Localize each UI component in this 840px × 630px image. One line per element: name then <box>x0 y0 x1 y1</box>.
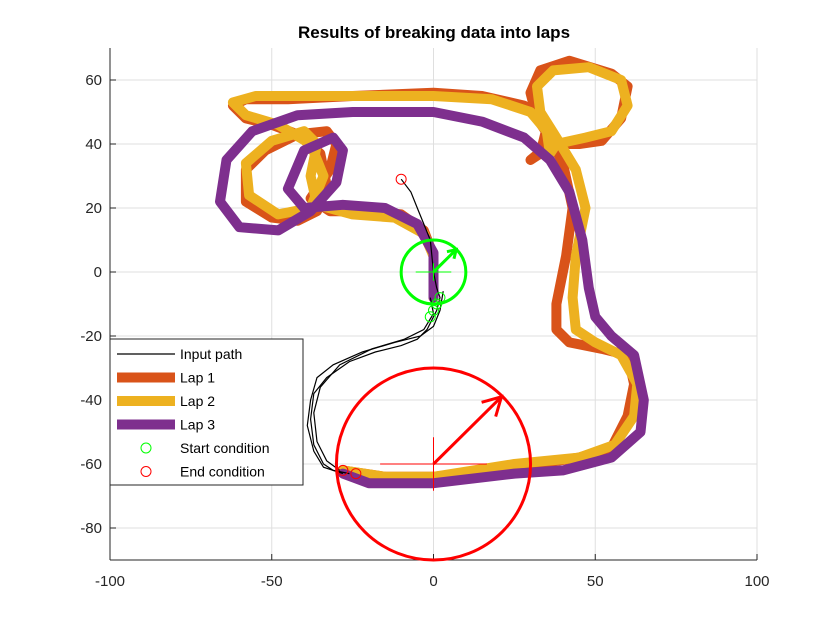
input-path-line <box>309 178 441 475</box>
input-path-series <box>306 178 444 475</box>
radius-arrow-head <box>446 247 459 260</box>
legend-entry-lap-2: Lap 2 <box>117 393 215 409</box>
end-condition-marker <box>350 468 362 480</box>
start-region-annotation <box>399 238 468 306</box>
x-tick-label: 0 <box>429 573 437 590</box>
legend-entry-lap-3: Lap 3 <box>117 417 215 433</box>
legend-label: Lap 3 <box>180 417 215 433</box>
lap-2-series <box>227 62 643 482</box>
x-tick-label: -100 <box>95 573 125 590</box>
y-tick-label: 20 <box>85 200 102 217</box>
legend-entry-lap-1: Lap 1 <box>117 370 215 386</box>
y-tick-label: -20 <box>80 328 102 345</box>
lap-3-line <box>215 107 649 489</box>
legend-swatch <box>140 442 152 454</box>
y-tick-label: -80 <box>80 520 102 537</box>
legend-entry-input-path: Input path <box>117 346 242 362</box>
legend-label: End condition <box>180 464 265 480</box>
end-condition-marker <box>395 173 407 185</box>
y-tick-label: 0 <box>94 264 102 281</box>
legend-entry-start-condition: Start condition <box>140 440 270 456</box>
legend-label: Input path <box>180 346 242 362</box>
lap-3-series <box>215 107 649 489</box>
chart-title: Results of breaking data into laps <box>298 23 570 42</box>
x-tick-label: 100 <box>744 573 769 590</box>
plot-area <box>215 55 649 562</box>
region-circle <box>399 238 468 306</box>
y-tick-label: 40 <box>85 136 102 153</box>
legend-label: Start condition <box>180 440 270 456</box>
x-tick-label: 50 <box>587 573 604 590</box>
legend: Input path Lap 1 Lap 2 Lap 3 Start condition… <box>109 338 304 486</box>
y-tick-label: 60 <box>85 72 102 89</box>
radius-arrow-shaft <box>432 395 503 466</box>
radius-arrow-head <box>481 394 504 417</box>
end-region-annotation <box>334 366 533 562</box>
y-tick-label: -40 <box>80 392 102 409</box>
legend-box <box>109 338 304 486</box>
legend-entry-end-condition: End condition <box>140 464 265 480</box>
radius-arrow-shaft <box>432 248 458 274</box>
lap-2-line <box>227 62 643 482</box>
legend-label: Lap 2 <box>180 393 215 409</box>
x-tick-label: -50 <box>261 573 283 590</box>
y-tick-label: -60 <box>80 456 102 473</box>
input-path-line <box>313 297 435 471</box>
legend-label: Lap 1 <box>180 370 215 386</box>
input-path-line <box>306 291 444 475</box>
start-condition-marker <box>424 311 436 323</box>
region-circle <box>334 366 533 562</box>
legend-swatch <box>140 466 152 477</box>
axes: -100 -50 0 50 100 60 40 20 0 -20 -40 -60 -80 <box>80 48 770 590</box>
